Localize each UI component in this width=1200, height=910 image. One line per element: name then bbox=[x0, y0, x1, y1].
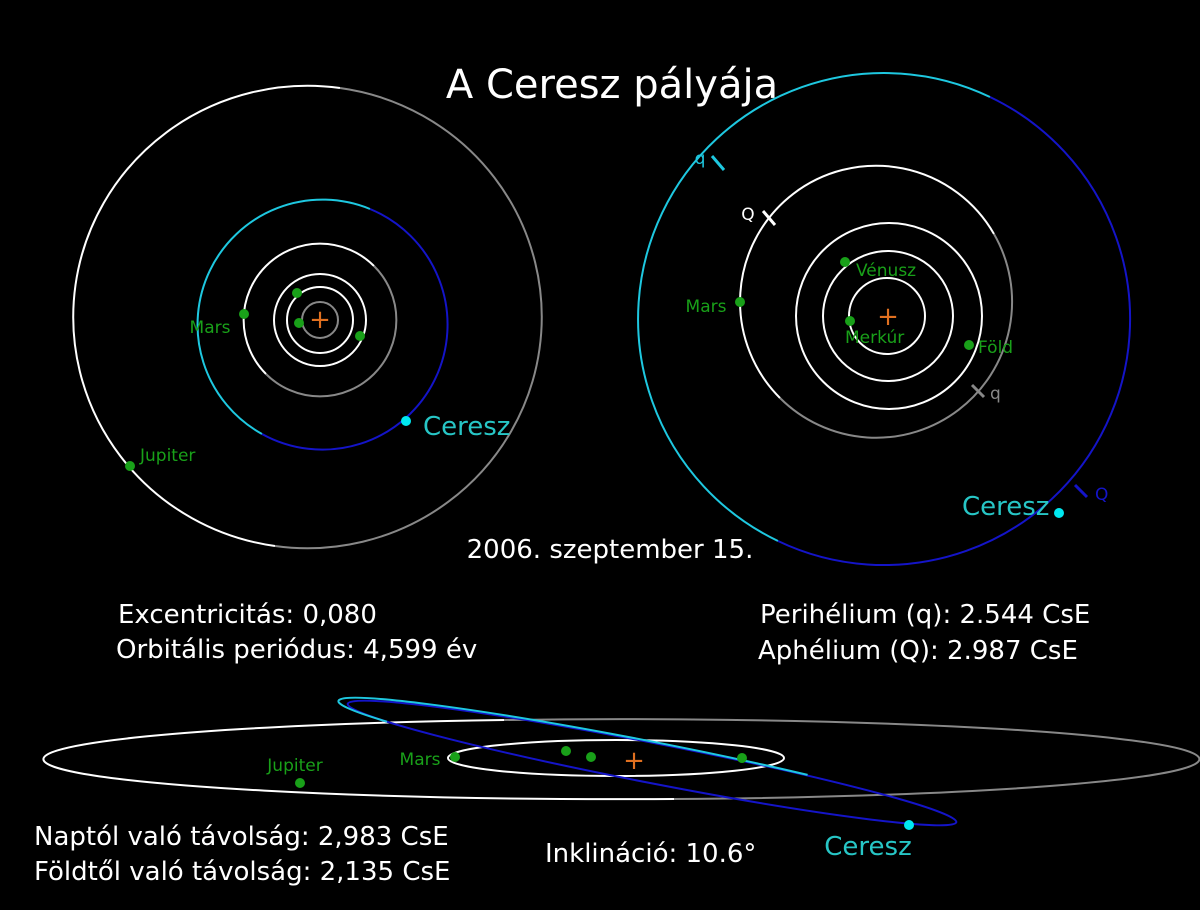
stat: Földtől való távolság: 2,135 CsE bbox=[34, 857, 450, 887]
stat: Aphélium (Q): 2.987 CsE bbox=[758, 636, 1078, 666]
orbit-shape bbox=[286, 286, 354, 354]
stat: Perihélium (q): 2.544 CsE bbox=[760, 600, 1090, 630]
label: Föld bbox=[978, 338, 1013, 358]
shape bbox=[337, 696, 958, 827]
orbit-shape bbox=[1054, 508, 1064, 518]
shape bbox=[242, 242, 375, 375]
shape bbox=[503, 718, 1200, 800]
orbit-shape bbox=[294, 318, 304, 328]
shape bbox=[346, 699, 958, 827]
label: Mars bbox=[190, 318, 231, 338]
orbit-shape bbox=[239, 309, 249, 319]
label: Q bbox=[1095, 485, 1108, 505]
label: Merkúr bbox=[845, 328, 904, 348]
shape bbox=[72, 84, 341, 547]
stat: Naptól való távolság: 2,983 CsE bbox=[34, 822, 449, 852]
shape bbox=[970, 383, 986, 399]
label: Vénusz bbox=[856, 261, 916, 281]
shape: + bbox=[877, 302, 899, 332]
stat: Orbitális periódus: 4,599 év bbox=[116, 635, 477, 665]
shape bbox=[261, 208, 449, 451]
orbit-shape bbox=[737, 753, 747, 763]
outer-view: + Mars Jupiter Ceresz bbox=[72, 84, 543, 550]
orbit-shape bbox=[822, 250, 954, 382]
inner-view: + q Q Vénusz Mars Merkúr Föld q Q Ceresz bbox=[637, 72, 1131, 566]
shape: + bbox=[623, 746, 645, 776]
shape bbox=[761, 210, 777, 226]
orbit-shape bbox=[355, 331, 365, 341]
orbit-shape bbox=[273, 273, 367, 367]
date: 2006. szeptember 15. bbox=[467, 535, 754, 565]
orbit-shape bbox=[401, 416, 411, 426]
orbit-shape bbox=[848, 277, 926, 355]
orbit-shape bbox=[840, 257, 850, 267]
orbit-shape bbox=[586, 752, 596, 762]
label: q bbox=[695, 149, 706, 169]
shape bbox=[196, 198, 371, 435]
orbit-shape bbox=[125, 461, 135, 471]
label: Jupiter bbox=[139, 446, 195, 466]
orbit-shape bbox=[735, 297, 745, 307]
orbit-shape bbox=[964, 340, 974, 350]
orbit-shape bbox=[561, 746, 571, 756]
shape bbox=[274, 87, 543, 550]
shape bbox=[777, 96, 1131, 566]
orbit-shape bbox=[450, 752, 460, 762]
orbit-shape bbox=[295, 778, 305, 788]
orbit-shape bbox=[904, 820, 914, 830]
orbit-shape bbox=[292, 288, 302, 298]
title: A Ceresz pályája bbox=[446, 62, 778, 108]
shape bbox=[637, 72, 991, 542]
label: Mars bbox=[686, 297, 727, 317]
label: Ceresz bbox=[962, 492, 1049, 522]
label: Q bbox=[741, 205, 754, 225]
label: Mars bbox=[400, 750, 441, 770]
shape bbox=[337, 696, 808, 776]
shape bbox=[710, 155, 726, 171]
orbit-shape bbox=[845, 316, 855, 326]
label: Ceresz bbox=[423, 412, 510, 442]
shape bbox=[265, 265, 398, 398]
shape: + bbox=[309, 305, 331, 335]
stat: Inklináció: 10.6° bbox=[545, 839, 756, 869]
side-view: + Jupiter Mars Ceresz bbox=[42, 696, 1200, 862]
stat: Excentricitás: 0,080 bbox=[118, 600, 377, 630]
shape bbox=[42, 719, 675, 801]
shape bbox=[1073, 483, 1089, 499]
label: Jupiter bbox=[266, 756, 322, 776]
shape bbox=[739, 164, 995, 399]
orbit-shape bbox=[795, 222, 983, 410]
label: q bbox=[990, 384, 1001, 404]
shape bbox=[779, 233, 1014, 439]
label: Ceresz bbox=[824, 832, 911, 862]
